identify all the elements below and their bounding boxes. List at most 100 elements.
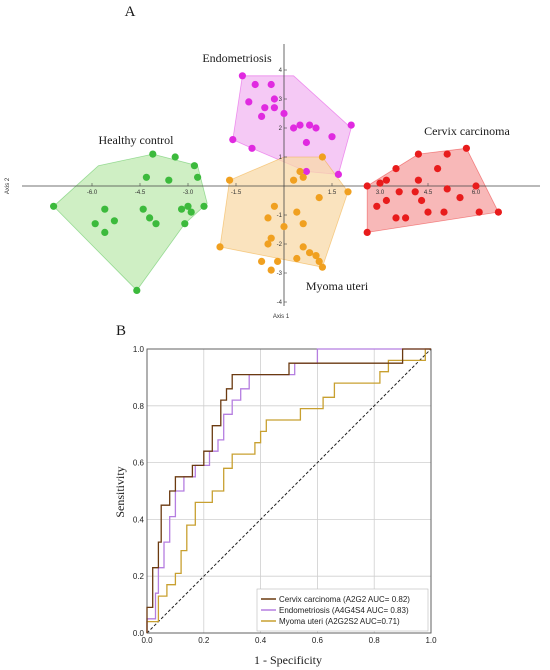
point [334,170,342,178]
x-tick-label: 6.0 [472,190,481,196]
point [376,179,384,187]
y-tick-label: 0.8 [133,402,145,411]
x-tick-label: -3.0 [183,190,194,196]
point [226,176,234,184]
point [152,220,160,228]
point [475,208,483,216]
roc-grid [146,348,432,634]
panel-b-roc: B 0.00.0 0.2 0.2 0.4 0.4 0.6 0.6 0.8 0.8 1.0 1.0 C… [113,323,437,667]
x-tick-label: 0.0 [141,636,153,645]
point [270,95,278,103]
y-tick-label: -4 [277,300,283,306]
point [296,121,304,129]
point [306,249,314,257]
point [296,167,304,176]
y-tick-label: 0.4 [133,515,145,524]
y-tick-label: 0.0 [133,629,145,638]
y-tick-label: -2 [277,242,283,248]
hull-3 [366,147,500,233]
roc-curve-1 [146,348,431,633]
group-label-2: Myoma uteri [306,279,369,293]
x-tick-label: 0.8 [369,636,381,645]
point [258,257,266,265]
point [318,153,326,161]
group-label-3: Cervix carcinoma [424,124,510,138]
point [312,252,320,260]
panel-a-scatter: A -6.0 -4.5 -3.0 -1.5 1.5 3.0 4.5 6.0 4 3 2 1 -1 -2 -3… [5,4,540,320]
point [363,228,371,236]
point [472,182,480,190]
panel-a-label: A [125,4,136,20]
hull-0 [53,153,208,292]
point [146,214,154,222]
scatter-points [50,72,502,294]
y-tick-label: -3 [277,271,283,277]
x-tick-label: 0.6 [312,636,324,645]
point [414,176,422,184]
legend-entry: Cervix carcinoma (A2G2 AUC= 0.82) [279,595,410,604]
point [200,202,208,210]
point [267,80,275,89]
point [402,214,410,222]
x-tick-label: -4.5 [135,190,146,196]
x-tick-label: 1.0 [425,636,437,645]
point [347,121,355,129]
roc-legend: Cervix carcinoma (A2G2 AUC= 0.82) Endomet… [256,588,429,632]
roc-curve-2 [146,348,431,633]
x-tick-label: 0.2 [198,636,210,645]
point [302,138,310,147]
point [194,173,202,181]
group-labels: Healthy control Endometriosis Myoma uteri C… [99,51,511,293]
roc-curve-0 [146,348,431,633]
point [434,165,442,173]
point [424,208,432,216]
point [190,162,198,170]
point [344,188,352,196]
reference-diagonal [146,348,432,634]
point [392,165,400,173]
point [149,150,157,158]
point [270,202,278,210]
x-tick-label: 3.0 [376,190,385,196]
legend-entry: Endometriosis (A4G4S4 AUC= 0.83) [279,606,409,615]
point [418,196,426,205]
y-tick-label: -1 [277,213,283,219]
scatter-x-axis-label: Axis 1 [273,314,290,320]
scatter-y-axis-label: Axis 2 [5,177,11,194]
point [110,217,118,225]
y-tick-label: 1.0 [133,345,145,354]
point [274,257,282,265]
legend-entry: Myoma uteri (A2G2S2 AUC=0.71) [279,617,400,626]
point [318,263,326,271]
point [494,208,502,216]
x-tick-label: 1.5 [328,190,337,196]
point [382,196,390,205]
point [264,214,272,222]
panel-b-label: B [116,323,126,339]
point [315,194,323,202]
point [290,176,298,184]
point [267,234,275,242]
scatter-axes: -6.0 -4.5 -3.0 -1.5 1.5 3.0 4.5 6.0 4 3 2 1 -1 -2 -3 -4 [22,44,540,306]
y-tick-label: 3 [279,97,283,103]
y-tick-label: 2 [279,126,283,132]
point [299,220,307,228]
roc-x-axis-label: 1 - Specificity [254,653,322,667]
x-tick-label: 0.4 [255,636,267,645]
point [101,205,109,213]
point [290,124,298,132]
point [258,112,266,120]
point [302,167,310,176]
point [178,205,186,213]
x-tick-label: 4.5 [424,190,433,196]
point [299,173,307,181]
point [181,220,189,228]
point [382,176,390,184]
point [165,176,173,184]
point [395,188,403,196]
point [267,266,275,274]
group-label-1: Endometriosis [202,51,272,65]
point [280,223,288,231]
point [443,185,451,193]
